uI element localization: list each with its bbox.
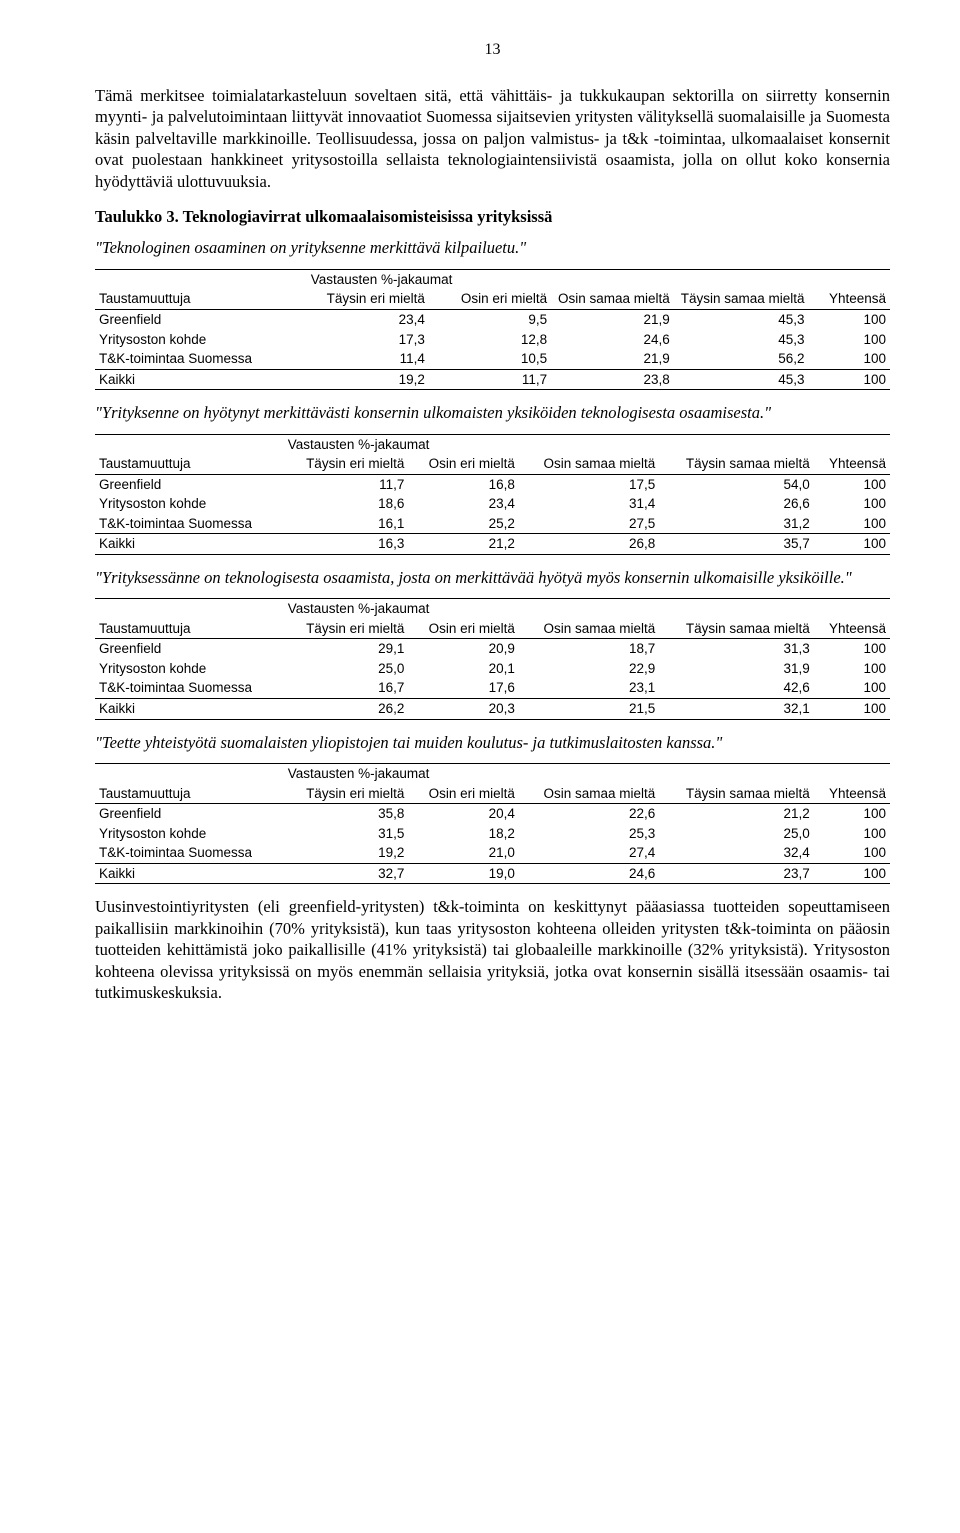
table-row: T&K-toimintaa Suomessa11,410,521,956,210… [95, 349, 890, 369]
table-4: Vastausten %-jakaumat Taustamuuttuja Täy… [95, 763, 890, 884]
table-row: Yritysoston kohde25,020,122,931,9100 [95, 659, 890, 679]
col-h2: Osin eri mieltä [429, 289, 551, 309]
col-h4: Täysin samaa mieltä [674, 289, 809, 309]
table-subhead: Vastausten %-jakaumat [284, 764, 814, 784]
col-h3: Osin samaa mieltä [551, 289, 674, 309]
table-row: T&K-toimintaa Suomessa16,125,227,531,210… [95, 514, 890, 534]
table-subhead: Vastausten %-jakaumat [284, 434, 814, 454]
table-row: Yritysoston kohde18,623,431,426,6100 [95, 494, 890, 514]
table-2: Vastausten %-jakaumat Taustamuuttuja Täy… [95, 434, 890, 555]
table-row: Greenfield11,716,817,554,0100 [95, 474, 890, 494]
col-hy: Yhteensä [809, 289, 890, 309]
table-row: Yritysoston kohde31,518,225,325,0100 [95, 824, 890, 844]
page-number: 13 [95, 40, 890, 61]
table-row: Greenfield29,120,918,731,3100 [95, 639, 890, 659]
question-4: "Teette yhteistyötä suomalaisten yliopis… [95, 732, 890, 753]
intro-paragraph: Tämä merkitsee toimialatarkasteluun sove… [95, 85, 890, 192]
question-3: "Yrityksessänne on teknologisesta osaami… [95, 567, 890, 588]
col-h1: Täysin eri mieltä [307, 289, 429, 309]
table-3: Vastausten %-jakaumat Taustamuuttuja Täy… [95, 598, 890, 719]
col-tausta: Taustamuuttuja [95, 289, 307, 309]
table-row-total: Kaikki19,211,723,845,3100 [95, 369, 890, 390]
table-row-total: Kaikki32,719,024,623,7100 [95, 863, 890, 884]
table-subhead: Vastausten %-jakaumat [284, 599, 814, 619]
table-row: T&K-toimintaa Suomessa16,717,623,142,610… [95, 678, 890, 698]
question-1: "Teknologinen osaaminen on yrityksenne m… [95, 237, 890, 258]
table-row: T&K-toimintaa Suomessa19,221,027,432,410… [95, 843, 890, 863]
table-row: Greenfield35,820,422,621,2100 [95, 804, 890, 824]
table-heading: Taulukko 3. Teknologiavirrat ulkomaalais… [95, 206, 890, 227]
question-2: "Yrityksenne on hyötynyt merkittävästi k… [95, 402, 890, 423]
table-row-total: Kaikki16,321,226,835,7100 [95, 534, 890, 555]
table-row-total: Kaikki26,220,321,532,1100 [95, 699, 890, 720]
table-subhead: Vastausten %-jakaumat [307, 269, 809, 289]
table-1: Vastausten %-jakaumat Taustamuuttuja Täy… [95, 269, 890, 390]
table-row: Greenfield23,49,521,945,3100 [95, 309, 890, 329]
closing-paragraph: Uusinvestointiyritysten (eli greenfield-… [95, 896, 890, 1003]
table-row: Yritysoston kohde17,312,824,645,3100 [95, 330, 890, 350]
